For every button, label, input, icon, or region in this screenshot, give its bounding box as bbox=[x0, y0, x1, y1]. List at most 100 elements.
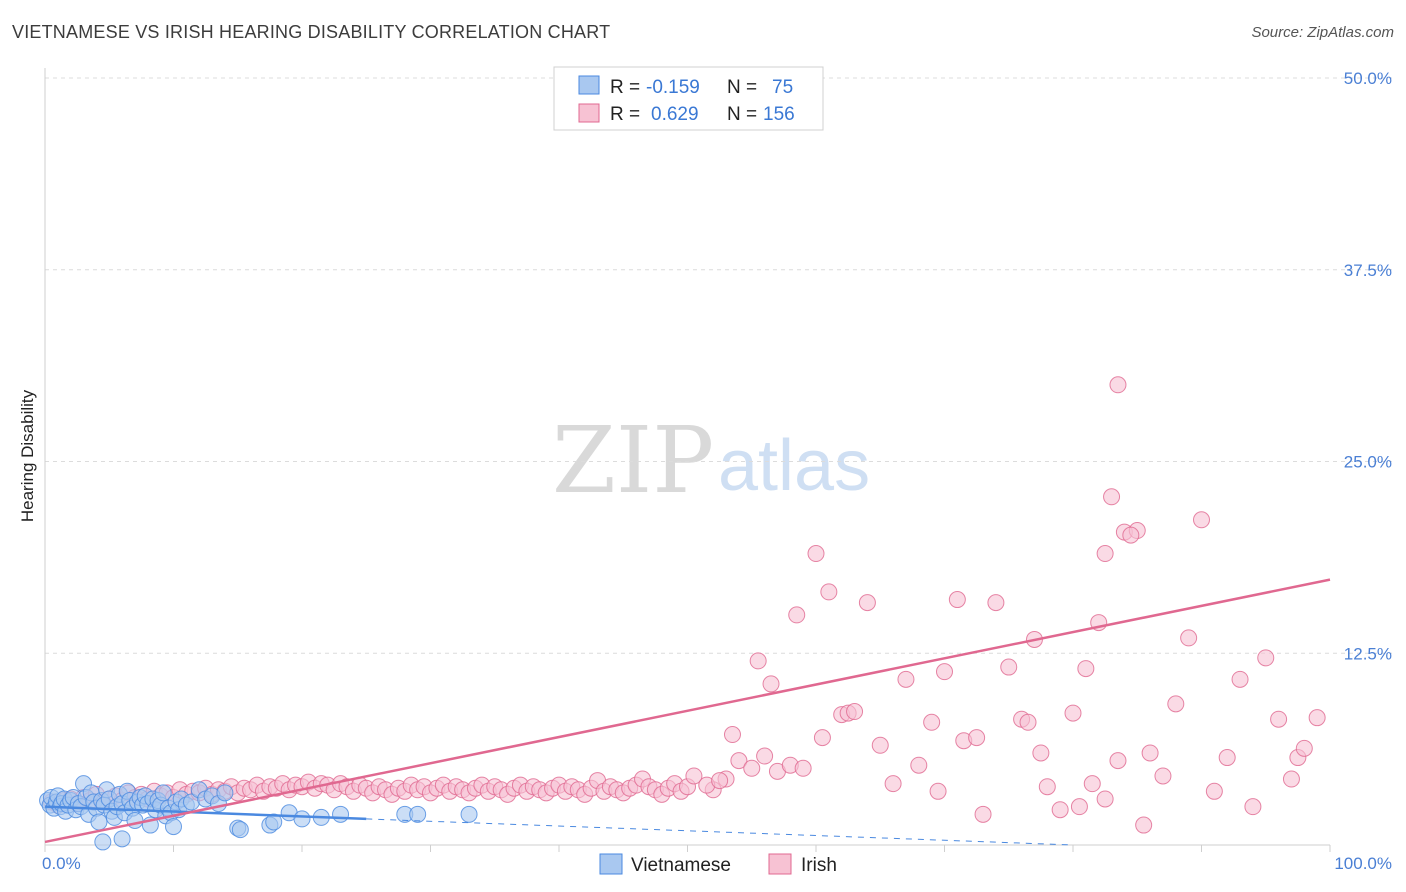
trend-line-vietnamese bbox=[44, 805, 367, 821]
irish-point-116 bbox=[820, 583, 838, 601]
y-tick-label-0: 12.5% bbox=[1344, 644, 1392, 663]
irish-point-107 bbox=[685, 767, 703, 785]
vietnamese-point-73 bbox=[94, 833, 112, 851]
stats-legend: R = -0.159 N = 75 R = 0.629 N = 156 bbox=[553, 66, 824, 131]
irish-point-124 bbox=[897, 670, 915, 688]
irish-point-141 bbox=[1064, 704, 1082, 722]
vietnamese-point-65 bbox=[265, 813, 283, 831]
stats-n-label-0: N = bbox=[727, 77, 757, 98]
irish-point-161 bbox=[1295, 739, 1313, 757]
trend-line-vietnamese-extension bbox=[366, 818, 1074, 846]
irish-point-152 bbox=[1193, 511, 1210, 529]
irish-point-102 bbox=[730, 752, 748, 770]
irish-point-114 bbox=[794, 759, 812, 777]
vietnamese-point-63 bbox=[231, 821, 249, 839]
irish-point-150 bbox=[1167, 695, 1185, 713]
irish-point-109 bbox=[711, 772, 729, 790]
irish-point-125 bbox=[910, 756, 928, 774]
trend-lines bbox=[44, 578, 1331, 846]
stats-r-value-1: 0.629 bbox=[651, 104, 699, 125]
vietnamese-point-22 bbox=[90, 813, 108, 831]
irish-point-155 bbox=[1231, 670, 1249, 688]
irish-point-126 bbox=[923, 713, 941, 731]
axes bbox=[44, 68, 1331, 852]
irish-point-156 bbox=[1244, 798, 1262, 816]
x-tick-label-max: 100.0% bbox=[1334, 854, 1392, 873]
irish-point-123 bbox=[884, 775, 902, 793]
y-tick-labels: 12.5% 25.0% 37.5% 50.0% bbox=[1344, 69, 1392, 663]
irish-point-142 bbox=[1077, 660, 1095, 678]
irish-point-132 bbox=[974, 805, 992, 823]
irish-point-151 bbox=[1180, 629, 1198, 647]
irish-point-113 bbox=[788, 606, 806, 624]
stats-n-label-1: N = bbox=[727, 104, 757, 125]
irish-point-136 bbox=[1019, 713, 1037, 731]
watermark-atlas: atlas bbox=[718, 426, 870, 506]
irish-point-139 bbox=[1038, 778, 1056, 796]
irish-point-134 bbox=[1000, 658, 1018, 676]
irish-point-169 bbox=[1109, 752, 1127, 770]
irish-point-115 bbox=[807, 545, 825, 563]
irish-point-168 bbox=[1096, 790, 1114, 808]
irish-point-159 bbox=[1282, 770, 1300, 788]
irish-point-121 bbox=[858, 594, 876, 612]
y-axis-title: Hearing Disability bbox=[18, 389, 37, 522]
x-tick-label-min: 0.0% bbox=[42, 854, 81, 873]
irish-point-148 bbox=[1141, 744, 1159, 762]
legend-swatch-vietnamese bbox=[599, 853, 623, 875]
y-tick-label-1: 25.0% bbox=[1344, 453, 1392, 472]
stats-n-value-0: 75 bbox=[772, 77, 793, 98]
vietnamese-point-71 bbox=[409, 805, 427, 823]
irish-point-129 bbox=[948, 591, 966, 609]
irish-point-145 bbox=[1103, 488, 1121, 506]
irish-point-128 bbox=[936, 663, 953, 681]
legend-label-irish: Irish bbox=[801, 855, 837, 876]
stats-swatch-vietnamese bbox=[578, 75, 600, 95]
legend-swatch-irish bbox=[768, 853, 792, 875]
irish-point-138 bbox=[1032, 744, 1050, 762]
legend-label-vietnamese: Vietnamese bbox=[631, 855, 731, 876]
irish-point-133 bbox=[987, 594, 1005, 612]
chart-title: VIETNAMESE VS IRISH HEARING DISABILITY C… bbox=[12, 22, 611, 42]
irish-point-158 bbox=[1270, 710, 1288, 728]
x-tick-labels: 0.0% 100.0% bbox=[42, 854, 1392, 873]
irish-point-165 bbox=[1135, 816, 1153, 834]
gridlines bbox=[45, 77, 1392, 654]
stats-r-label-1: R = bbox=[610, 104, 640, 125]
irish-point-120 bbox=[846, 703, 864, 721]
irish-point-167 bbox=[1083, 775, 1101, 793]
source-label: Source: ZipAtlas.com bbox=[1251, 24, 1394, 41]
vietnamese-point-51 bbox=[165, 818, 182, 836]
irish-point-162 bbox=[1308, 709, 1326, 727]
stats-r-label-0: R = bbox=[610, 77, 640, 98]
vietnamese-point-36 bbox=[126, 811, 144, 829]
irish-point-164 bbox=[1122, 526, 1140, 544]
irish-point-103 bbox=[743, 759, 761, 777]
irish-point-104 bbox=[756, 747, 774, 765]
vietnamese-point-61 bbox=[216, 784, 234, 802]
irish-point-154 bbox=[1218, 749, 1236, 767]
y-tick-label-2: 37.5% bbox=[1344, 261, 1392, 280]
irish-point-163 bbox=[1109, 376, 1127, 394]
irish-point-166 bbox=[1070, 798, 1088, 816]
bottom-legend: Vietnamese Irish bbox=[599, 853, 837, 876]
trend-line-irish bbox=[44, 578, 1331, 844]
stats-r-value-0: -0.159 bbox=[646, 77, 700, 98]
vietnamese-point-74 bbox=[113, 830, 131, 848]
y-tick-label-3: 50.0% bbox=[1344, 69, 1392, 88]
irish-point-122 bbox=[871, 736, 889, 754]
irish-point-110 bbox=[723, 726, 741, 744]
vietnamese-point-72 bbox=[460, 805, 478, 823]
watermark-zip: ZIP bbox=[552, 407, 714, 514]
irish-point-157 bbox=[1257, 649, 1275, 667]
series-irish-points bbox=[42, 376, 1326, 834]
vietnamese-point-67 bbox=[293, 810, 311, 828]
irish-point-112 bbox=[762, 675, 780, 693]
irish-point-127 bbox=[929, 782, 947, 800]
stats-swatch-irish bbox=[578, 103, 600, 123]
stats-n-value-1: 156 bbox=[763, 104, 795, 125]
watermark: ZIP atlas bbox=[552, 407, 870, 514]
irish-point-140 bbox=[1051, 801, 1069, 819]
irish-point-144 bbox=[1096, 545, 1114, 563]
